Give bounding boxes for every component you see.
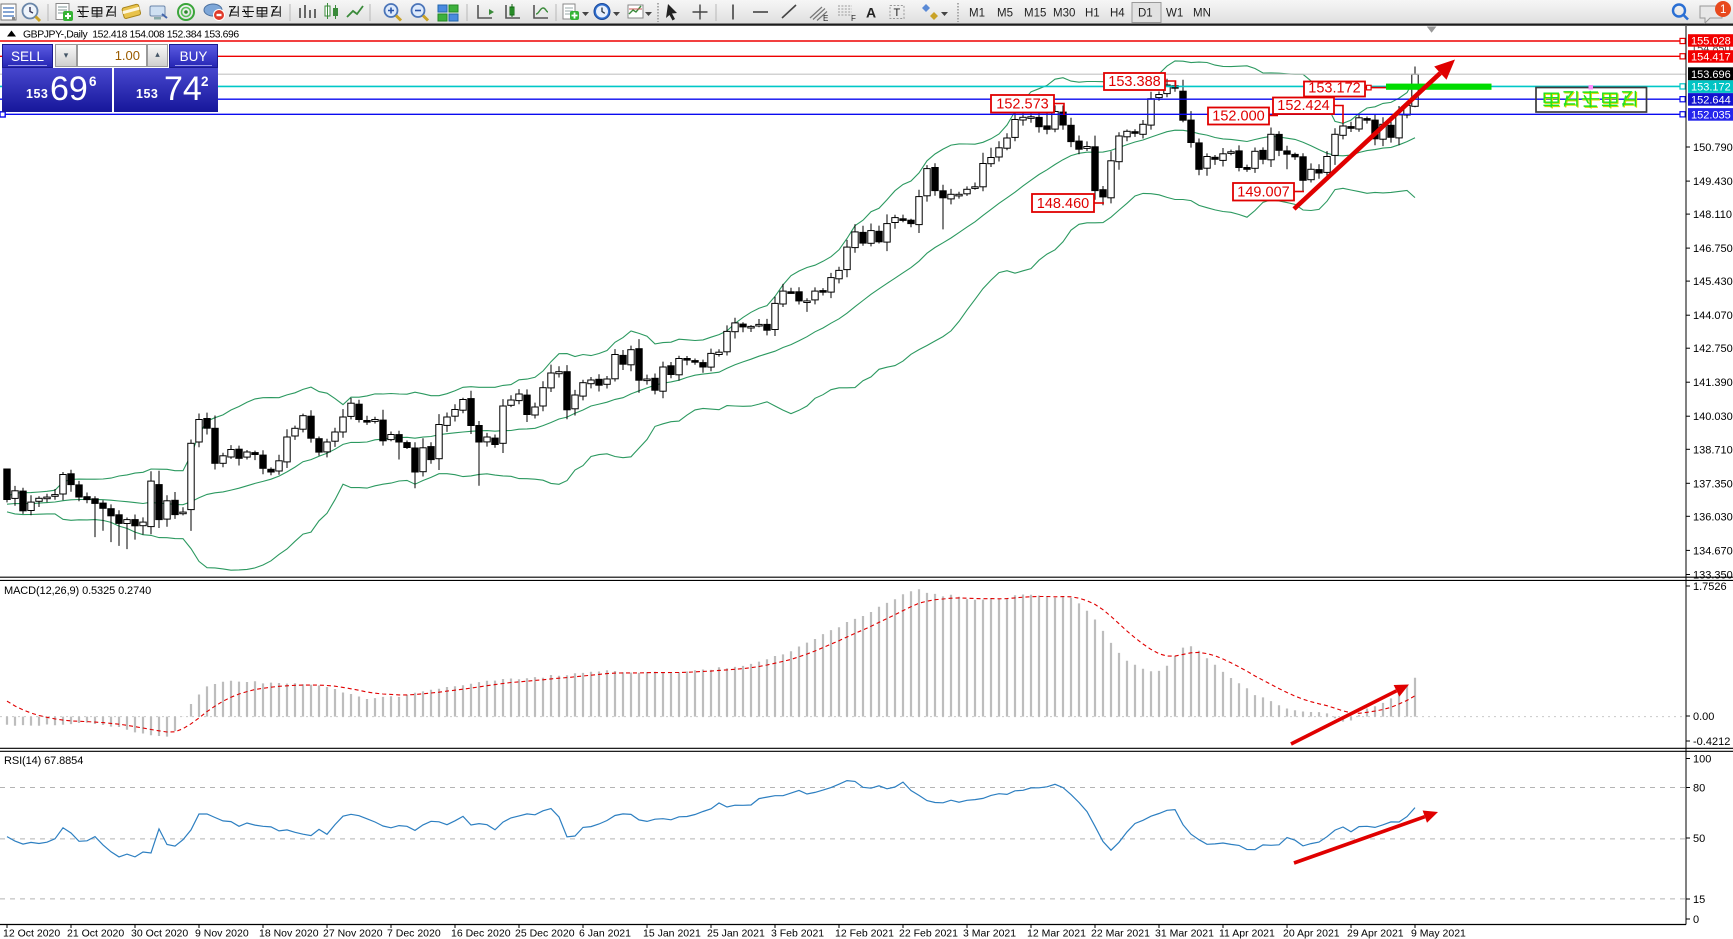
svg-text:152.000: 152.000 [1212,109,1264,125]
svg-text:GBPJPY-,Daily 152.418 154.008: GBPJPY-,Daily 152.418 154.008 152.384 15… [23,30,239,41]
svg-text:22 Mar 2021: 22 Mar 2021 [1091,928,1150,939]
svg-text:144.070: 144.070 [1693,310,1733,322]
svg-text:12 Oct 2020: 12 Oct 2020 [3,928,60,939]
svg-text:M30: M30 [1053,8,1075,20]
svg-text:MN: MN [1193,8,1211,20]
svg-text:3 Feb 2021: 3 Feb 2021 [771,928,824,939]
svg-text:22 Feb 2021: 22 Feb 2021 [899,928,958,939]
svg-text:148.110: 148.110 [1693,209,1732,221]
svg-text:134.670: 134.670 [1693,545,1733,557]
svg-text:137.350: 137.350 [1693,478,1733,490]
svg-text:H4: H4 [1110,8,1125,20]
svg-text:145.430: 145.430 [1693,276,1733,288]
svg-text:M1: M1 [969,8,985,20]
svg-text:12 Mar 2021: 12 Mar 2021 [1027,928,1086,939]
svg-text:25 Jan 2021: 25 Jan 2021 [707,928,765,939]
svg-text:153.172: 153.172 [1308,81,1360,97]
svg-text:9 Nov 2020: 9 Nov 2020 [195,928,249,939]
svg-text:21 Oct 2020: 21 Oct 2020 [67,928,124,939]
svg-text:140.030: 140.030 [1693,411,1733,423]
svg-text:154.417: 154.417 [1691,52,1731,64]
svg-text:149.007: 149.007 [1237,185,1289,201]
svg-text:11 Apr 2021: 11 Apr 2021 [1219,928,1275,939]
svg-text:12 Feb 2021: 12 Feb 2021 [835,928,894,939]
svg-text:150.790: 150.790 [1693,142,1733,154]
svg-text:138.710: 138.710 [1693,444,1733,456]
svg-text:7 Dec 2020: 7 Dec 2020 [387,928,441,939]
svg-text:18 Nov 2020: 18 Nov 2020 [259,928,319,939]
svg-text:153.388: 153.388 [1108,74,1160,90]
svg-text:100: 100 [1693,754,1711,766]
svg-text:146.750: 146.750 [1693,243,1733,255]
svg-text:E: E [823,14,828,23]
svg-text:133.350: 133.350 [1693,570,1733,582]
svg-text:3 Mar 2021: 3 Mar 2021 [963,928,1016,939]
svg-text:142.750: 142.750 [1693,343,1733,355]
svg-text:16 Dec 2020: 16 Dec 2020 [451,928,511,939]
svg-text:152.573: 152.573 [996,97,1048,113]
svg-text:152.644: 152.644 [1691,94,1731,106]
svg-text:0.00: 0.00 [1693,711,1714,723]
svg-text:20 Apr 2021: 20 Apr 2021 [1283,928,1340,939]
svg-text:149.430: 149.430 [1693,176,1733,188]
svg-text:153.696: 153.696 [1691,69,1731,81]
svg-text:136.030: 136.030 [1693,511,1733,523]
svg-text:A: A [866,5,876,21]
svg-text:155.028: 155.028 [1691,36,1731,48]
svg-text:25 Dec 2020: 25 Dec 2020 [515,928,575,939]
svg-text:RSI(14) 67.8854: RSI(14) 67.8854 [4,755,83,767]
svg-text:30 Oct 2020: 30 Oct 2020 [131,928,188,939]
svg-text:141.390: 141.390 [1693,377,1733,389]
svg-text:D1: D1 [1138,8,1153,20]
svg-text:15: 15 [1693,894,1705,906]
svg-text:152.424: 152.424 [1277,98,1329,114]
svg-text:H1: H1 [1085,8,1100,20]
svg-text:W1: W1 [1166,8,1183,20]
svg-text:27 Nov 2020: 27 Nov 2020 [323,928,383,939]
svg-text:-0.4212: -0.4212 [1693,736,1730,748]
svg-text:9 May 2021: 9 May 2021 [1411,928,1466,939]
svg-text:15 Jan 2021: 15 Jan 2021 [643,928,701,939]
svg-text:31 Mar 2021: 31 Mar 2021 [1155,928,1214,939]
svg-text:153.172: 153.172 [1691,82,1731,94]
svg-text:MACD(12,26,9) 0.5325 0.2740: MACD(12,26,9) 0.5325 0.2740 [4,585,151,597]
svg-text:1.7526: 1.7526 [1693,581,1727,593]
svg-text:1: 1 [1720,4,1726,16]
svg-text:M15: M15 [1024,8,1046,20]
svg-text:6 Jan 2021: 6 Jan 2021 [579,928,631,939]
svg-text:148.460: 148.460 [1037,196,1089,212]
svg-text:80: 80 [1693,783,1705,795]
svg-text:F: F [851,14,856,23]
svg-text:152.035: 152.035 [1691,109,1731,121]
svg-text:50: 50 [1693,833,1705,845]
svg-text:M5: M5 [997,8,1013,20]
svg-text:0: 0 [1693,914,1699,926]
svg-text:29 Apr 2021: 29 Apr 2021 [1347,928,1404,939]
svg-text:T: T [894,7,901,19]
